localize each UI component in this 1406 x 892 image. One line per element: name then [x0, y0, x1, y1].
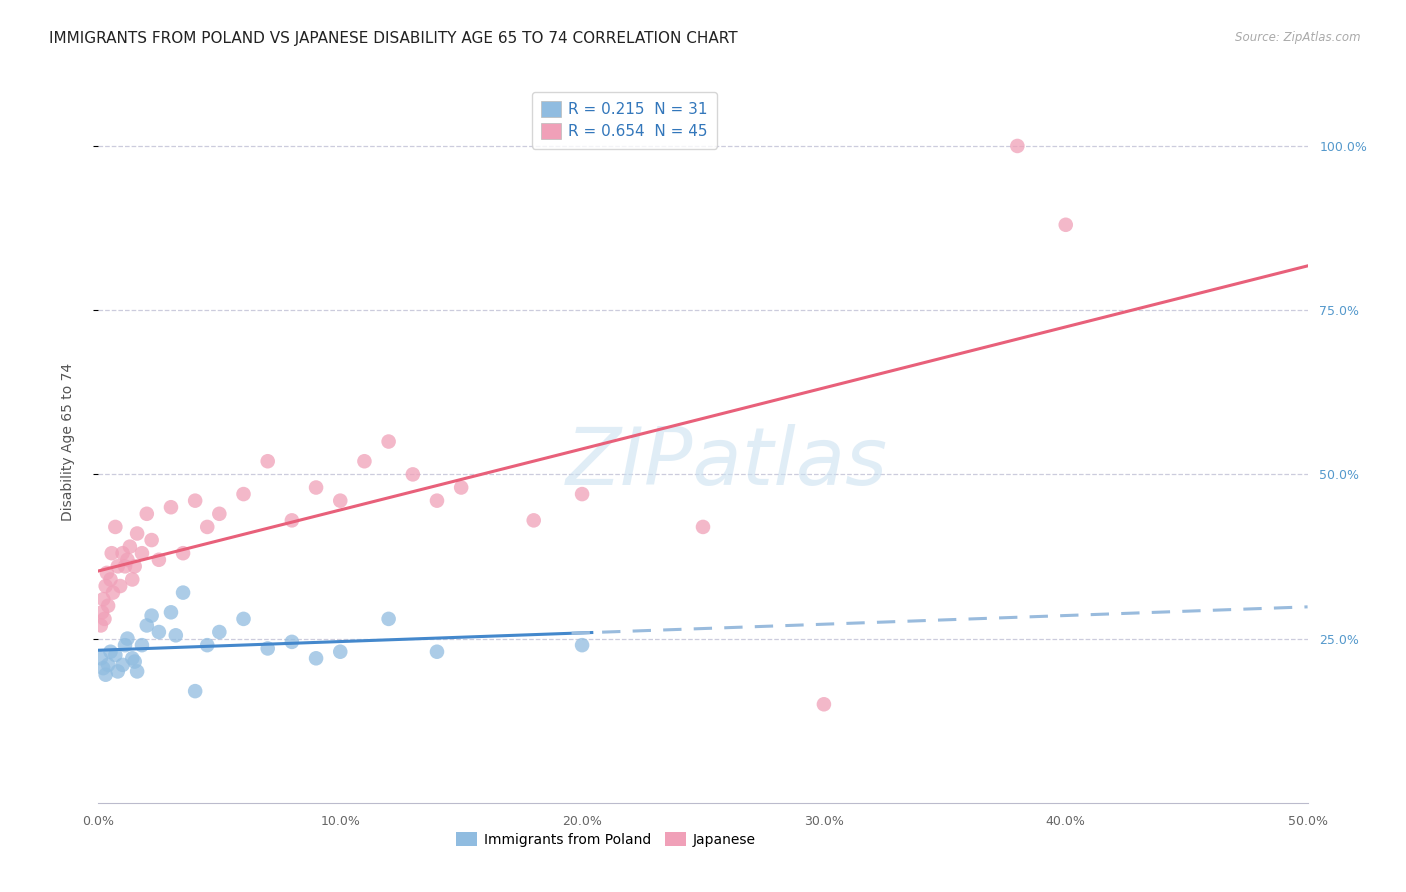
Point: [377, 434, 399, 449]
Point: [195, 638, 218, 652]
Point: [90, 651, 112, 665]
Point: [100, 546, 122, 560]
Point: [107, 559, 129, 574]
Point: [148, 553, 170, 567]
Point: [111, 657, 134, 672]
Point: [148, 625, 170, 640]
Point: [91, 605, 114, 619]
Point: [127, 665, 149, 679]
Point: [135, 618, 157, 632]
Point: [118, 540, 141, 554]
Point: [91, 661, 114, 675]
Point: [1007, 139, 1029, 153]
Y-axis label: Disability Age 65 to 74: Disability Age 65 to 74: [60, 362, 75, 521]
Point: [208, 507, 231, 521]
Point: [172, 546, 194, 560]
Legend: Immigrants from Poland, Japanese: Immigrants from Poland, Japanese: [451, 826, 762, 852]
Point: [571, 487, 593, 501]
Point: [208, 625, 231, 640]
Point: [281, 513, 304, 527]
Point: [160, 605, 183, 619]
Point: [426, 493, 449, 508]
Point: [305, 481, 328, 495]
Point: [100, 645, 122, 659]
Point: [305, 651, 328, 665]
Point: [101, 585, 124, 599]
Point: [184, 684, 207, 698]
Point: [97, 657, 120, 672]
Point: [100, 573, 122, 587]
Point: [114, 559, 136, 574]
Point: [172, 585, 194, 599]
Point: [523, 513, 546, 527]
Point: [124, 655, 146, 669]
Point: [94, 579, 117, 593]
Text: IMMIGRANTS FROM POLAND VS JAPANESE DISABILITY AGE 65 TO 74 CORRELATION CHART: IMMIGRANTS FROM POLAND VS JAPANESE DISAB…: [49, 31, 738, 46]
Point: [281, 635, 304, 649]
Point: [353, 454, 375, 468]
Point: [117, 553, 139, 567]
Point: [131, 638, 153, 652]
Point: [141, 533, 163, 547]
Point: [124, 559, 146, 574]
Point: [1054, 218, 1077, 232]
Point: [94, 667, 117, 681]
Point: [329, 493, 352, 508]
Point: [114, 638, 136, 652]
Point: [93, 612, 115, 626]
Point: [813, 698, 835, 712]
Point: [121, 573, 143, 587]
Point: [232, 487, 254, 501]
Point: [111, 546, 134, 560]
Point: [256, 641, 278, 656]
Point: [131, 546, 153, 560]
Point: [91, 592, 114, 607]
Point: [108, 579, 131, 593]
Point: [141, 608, 163, 623]
Point: [90, 618, 112, 632]
Point: [127, 526, 149, 541]
Point: [165, 628, 187, 642]
Point: [402, 467, 425, 482]
Point: [121, 651, 143, 665]
Point: [232, 612, 254, 626]
Point: [426, 645, 449, 659]
Text: Source: ZipAtlas.com: Source: ZipAtlas.com: [1236, 31, 1361, 45]
Point: [450, 481, 472, 495]
Point: [104, 648, 127, 662]
Point: [184, 493, 207, 508]
Point: [96, 566, 118, 580]
Point: [104, 520, 127, 534]
Point: [329, 645, 352, 659]
Point: [107, 665, 129, 679]
Point: [256, 454, 278, 468]
Point: [571, 638, 593, 652]
Point: [195, 520, 218, 534]
Point: [97, 599, 120, 613]
Point: [377, 612, 399, 626]
Text: ZIPatlas: ZIPatlas: [567, 425, 889, 502]
Point: [117, 632, 139, 646]
Point: [692, 520, 714, 534]
Point: [135, 507, 157, 521]
Point: [160, 500, 183, 515]
